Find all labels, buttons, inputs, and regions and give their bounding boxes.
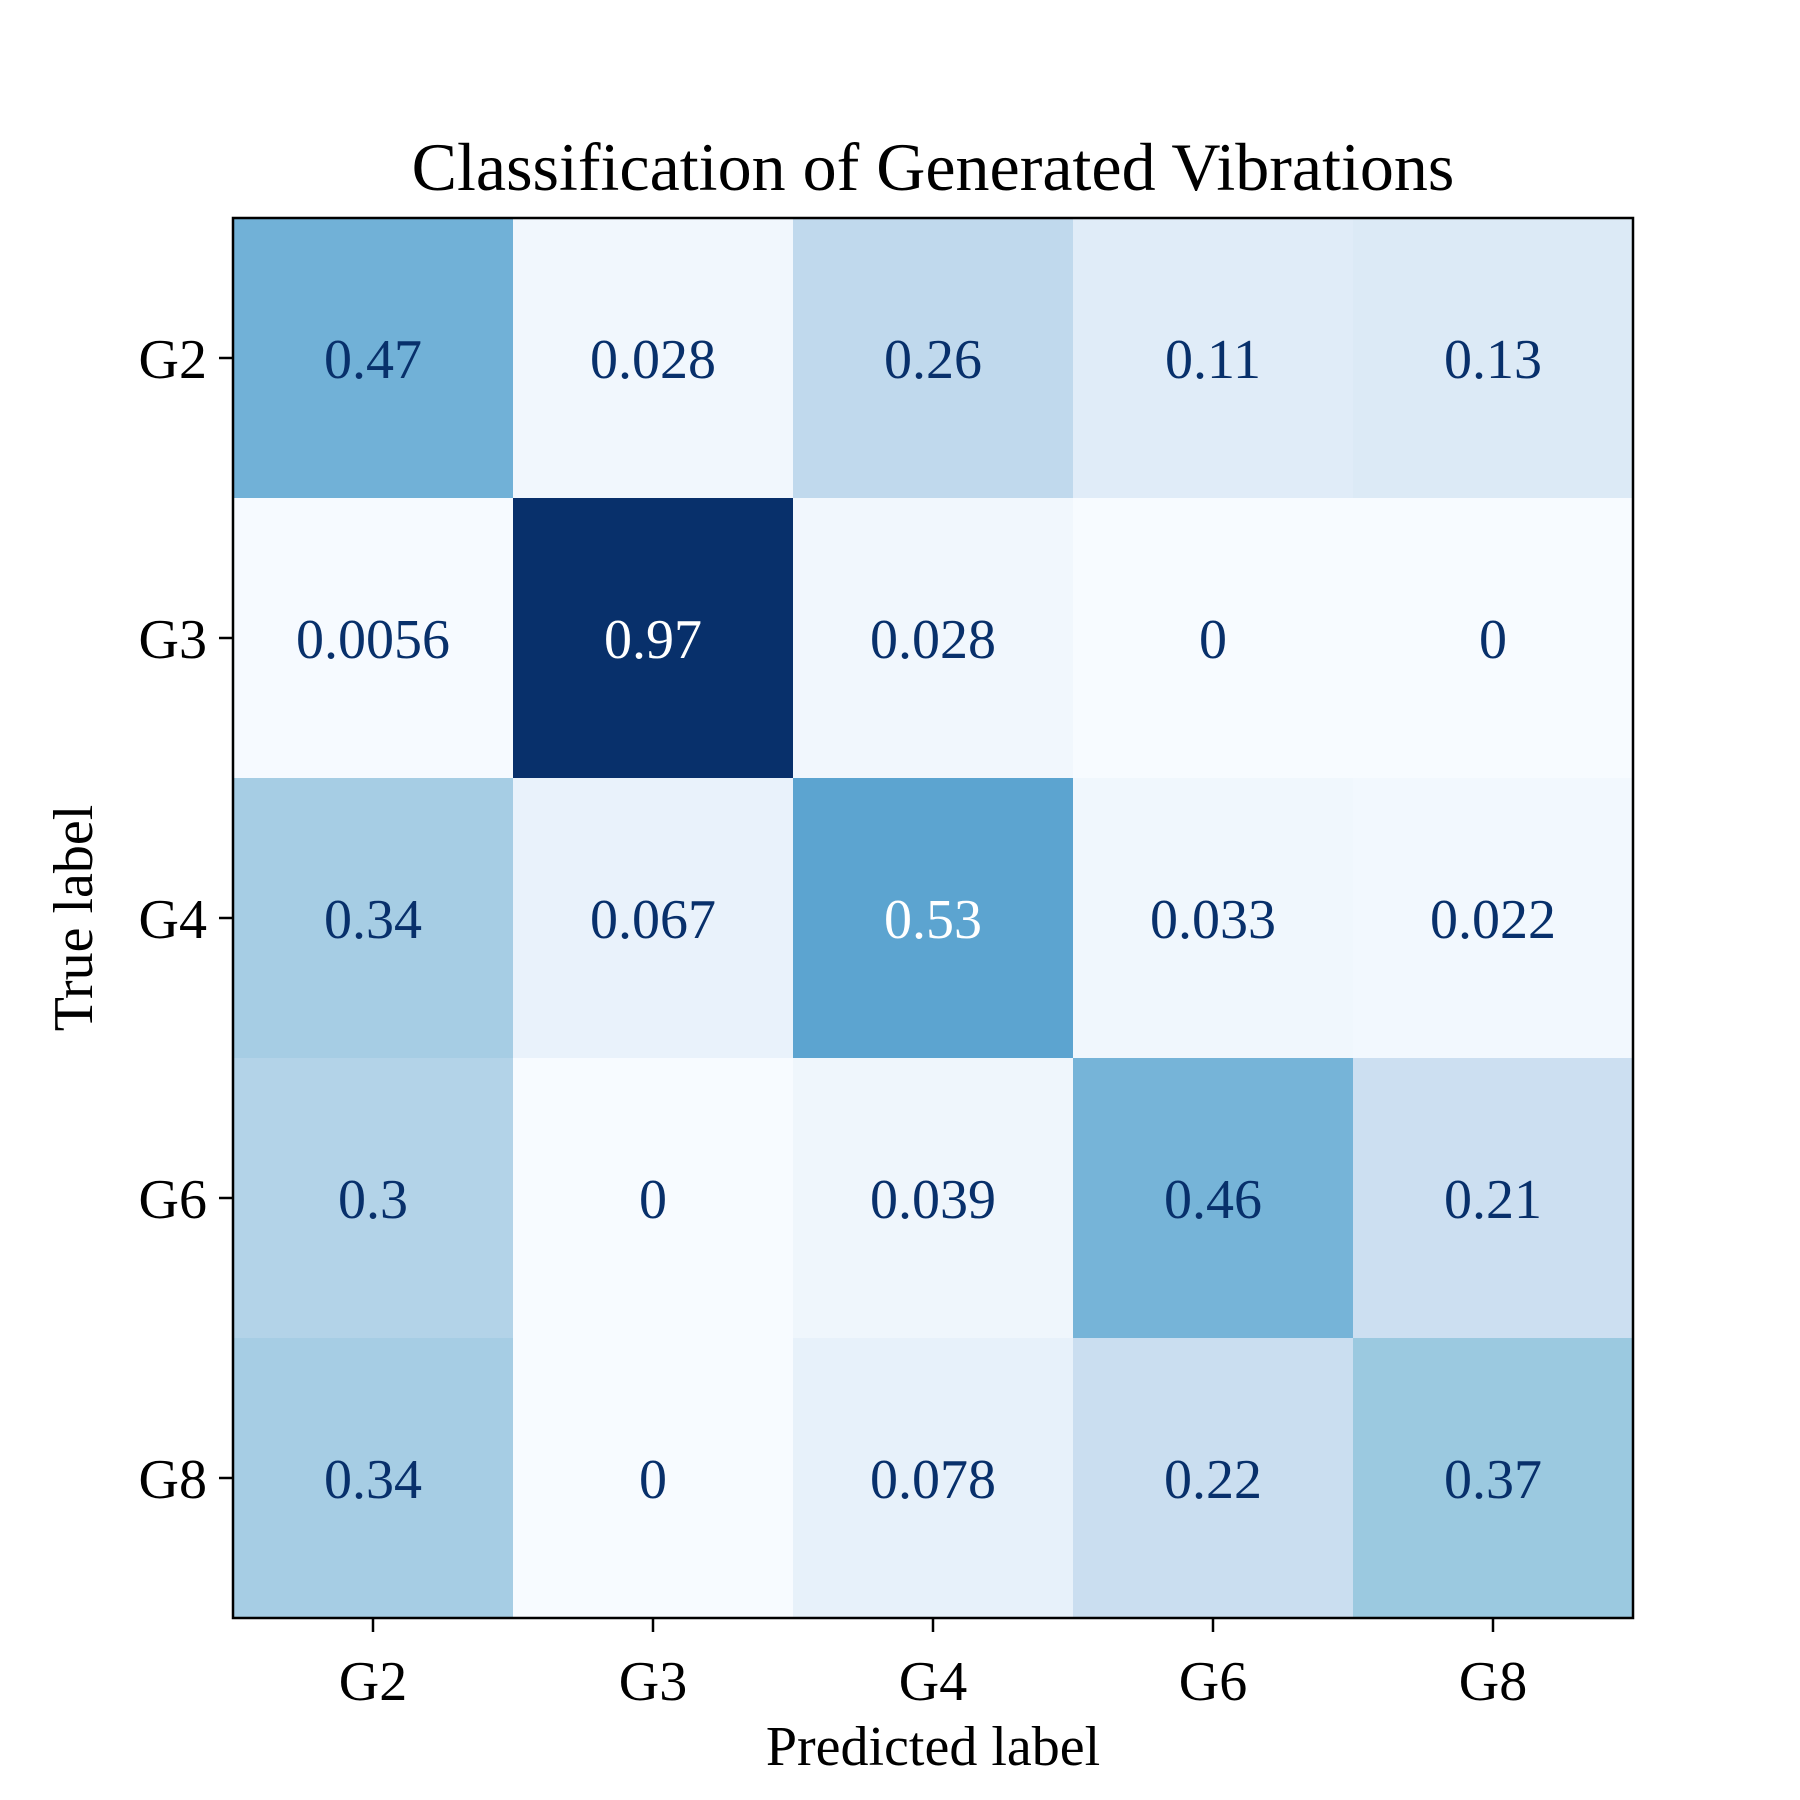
heatmap-cell-g4-g4 — [793, 778, 1074, 1059]
y-tick-label: G2 — [139, 329, 207, 391]
cell-value-label: 0.34 — [324, 1449, 422, 1511]
heatmap-cell-g4-g2 — [233, 778, 514, 1059]
heatmap-cell-g2-g3 — [513, 218, 794, 499]
cell-value-label: 0.13 — [1444, 329, 1542, 391]
heatmap-cell-g6-g2 — [233, 1058, 514, 1339]
heatmap-cell-g2-g4 — [793, 218, 1074, 499]
cell-value-label: 0 — [1199, 609, 1227, 671]
cell-value-label: 0.46 — [1164, 1169, 1262, 1231]
heatmap-cell-g4-g3 — [513, 778, 794, 1059]
heatmap-cell-g2-g2 — [233, 218, 514, 499]
y-tick-label: G3 — [139, 609, 207, 671]
cell-value-label: 0.97 — [604, 609, 702, 671]
heatmap-cell-g3-g8 — [1353, 498, 1634, 779]
heatmap-cell-g8-g3 — [513, 1338, 794, 1619]
y-tick-label: G4 — [139, 889, 207, 951]
x-tick-label: G3 — [619, 1651, 687, 1713]
cell-value-label: 0.34 — [324, 889, 422, 951]
heatmap-cell-g3-g6 — [1073, 498, 1354, 779]
heatmap-cell-g8-g2 — [233, 1338, 514, 1619]
heatmap-cell-g3-g3 — [513, 498, 794, 779]
x-axis-ticks: G2 G3 G4 G6 G8 — [339, 1618, 1527, 1713]
cell-value-label: 0.37 — [1444, 1449, 1542, 1511]
cell-value-label: 0.11 — [1165, 329, 1261, 391]
heatmap-cell-g6-g8 — [1353, 1058, 1634, 1339]
heatmap-cell-g4-g6 — [1073, 778, 1354, 1059]
cell-value-label: 0.028 — [590, 329, 716, 391]
x-tick-label: G8 — [1459, 1651, 1527, 1713]
cell-value-label: 0.21 — [1444, 1169, 1542, 1231]
y-tick-label: G6 — [139, 1169, 207, 1231]
x-tick-label: G2 — [339, 1651, 407, 1713]
heatmap-cell-g2-g8 — [1353, 218, 1634, 499]
heatmap-cell-g6-g6 — [1073, 1058, 1354, 1339]
x-axis-label: Predicted label — [766, 1716, 1100, 1778]
heatmap-cell-g3-g4 — [793, 498, 1074, 779]
cell-value-label: 0.028 — [870, 609, 996, 671]
heatmap-cells — [233, 218, 1634, 1619]
cell-value-label: 0.067 — [590, 889, 716, 951]
cell-value-label: 0.039 — [870, 1169, 996, 1231]
cell-value-label: 0.0056 — [296, 609, 450, 671]
cell-value-label: 0.3 — [338, 1169, 408, 1231]
cell-value-label: 0.078 — [870, 1449, 996, 1511]
heatmap-cell-g8-g8 — [1353, 1338, 1634, 1619]
x-tick-label: G4 — [899, 1651, 967, 1713]
heatmap-cell-g4-g8 — [1353, 778, 1634, 1059]
heatmap-cell-g8-g6 — [1073, 1338, 1354, 1619]
cell-value-label: 0.26 — [884, 329, 982, 391]
heatmap-cell-g6-g4 — [793, 1058, 1074, 1339]
y-axis-label: True label — [43, 805, 105, 1032]
cell-value-label: 0.47 — [324, 329, 422, 391]
cell-value-label: 0 — [639, 1169, 667, 1231]
heatmap-cell-labels: 0.47 0.028 0.26 0.11 0.13 0.0056 0.97 0.028 0 0 0.… — [296, 329, 1556, 1511]
heatmap-cell-g6-g3 — [513, 1058, 794, 1339]
cell-value-label: 0.033 — [1150, 889, 1276, 951]
cell-value-label: 0.022 — [1430, 889, 1556, 951]
cell-value-label: 0.53 — [884, 889, 982, 951]
heatmap-cell-g2-g6 — [1073, 218, 1354, 499]
chart-title: Classification of Generated Vibrations — [412, 129, 1455, 205]
cell-value-label: 0 — [1479, 609, 1507, 671]
heatmap-cell-g3-g2 — [233, 498, 514, 779]
y-axis-ticks: G2 G3 G4 G6 G8 — [139, 329, 233, 1511]
cell-value-label: 0.22 — [1164, 1449, 1262, 1511]
cell-value-label: 0 — [639, 1449, 667, 1511]
y-tick-label: G8 — [139, 1449, 207, 1511]
heatmap-cell-g8-g4 — [793, 1338, 1074, 1619]
x-tick-label: G6 — [1179, 1651, 1247, 1713]
